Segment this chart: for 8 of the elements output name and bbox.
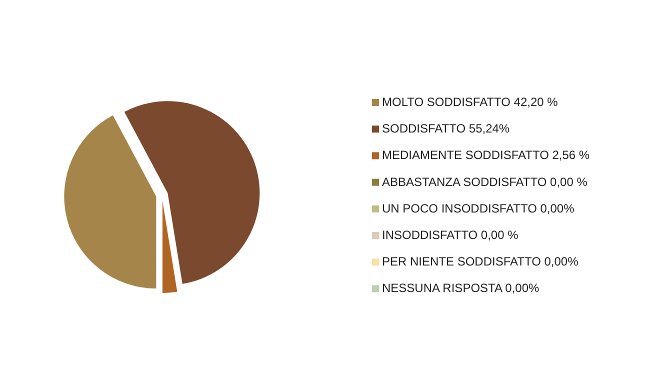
legend-label: INSODDISFATTO 0,00 % xyxy=(382,228,519,242)
legend-label: SODDISFATTO 55,24% xyxy=(382,122,510,136)
legend-label: MOLTO SODDISFATTO 42,20 % xyxy=(382,95,558,109)
legend-label: MEDIAMENTE SODDISFATTO 2,56 % xyxy=(382,148,590,162)
legend-label: PER NIENTE SODDISFATTO 0,00% xyxy=(382,254,579,269)
legend-label: NESSUNA RISPOSTA 0,00% xyxy=(382,281,540,296)
legend-label: UN POCO INSODDISFATTO 0,00% xyxy=(382,201,575,216)
legend-label: ABBASTANZA SODDISFATTO 0,00 % xyxy=(382,174,588,189)
